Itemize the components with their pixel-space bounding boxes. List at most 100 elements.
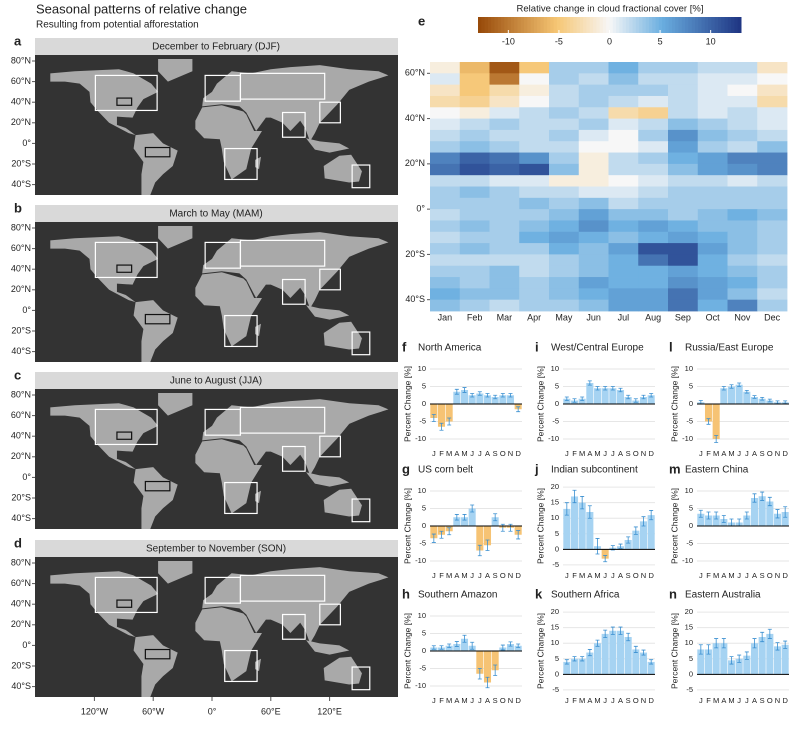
- region-box: [351, 164, 371, 189]
- bar: [743, 515, 751, 526]
- error-bar: [706, 511, 711, 520]
- heatmap-cell: [519, 243, 550, 255]
- colorbar-cell: [694, 17, 699, 33]
- colorbar-cell: [629, 17, 634, 33]
- colorbar-cell: [487, 17, 492, 33]
- heatmap-cell: [519, 84, 550, 97]
- lat-label: 40°N: [11, 264, 31, 274]
- heatmap-cell: [459, 277, 490, 289]
- heatmap-cell: [668, 84, 699, 97]
- bar: [712, 404, 720, 439]
- colorbar-cell: [734, 17, 739, 33]
- heatmap-cell: [727, 254, 758, 267]
- colorbar-cell: [606, 17, 610, 33]
- heatmap-cell: [757, 118, 788, 131]
- colorbar-cell: [668, 17, 673, 33]
- heatmap-cell: [697, 129, 728, 142]
- y-tick-label: 20°S: [405, 249, 425, 259]
- bar: [647, 395, 655, 404]
- error-bar: [767, 398, 772, 403]
- heatmap-cell: [578, 152, 609, 165]
- colorbar-cell: [533, 17, 538, 33]
- heatmap-cell: [549, 73, 580, 86]
- x-tick-label: D: [648, 696, 654, 705]
- heatmap-cell: [578, 265, 609, 278]
- heatmap-cell: [668, 118, 699, 131]
- region-box: [144, 648, 171, 660]
- x-tick-label: J: [470, 449, 474, 458]
- bar: [570, 658, 579, 675]
- heatmap-cell: [489, 231, 520, 244]
- x-tick-label: Dec: [764, 312, 781, 322]
- colorbar-cell: [724, 17, 729, 33]
- error-bar: [477, 668, 482, 680]
- y-tick-label: 10: [418, 611, 426, 620]
- colorbar-cell: [481, 17, 486, 33]
- heatmap-cell: [638, 243, 669, 255]
- error-bar: [610, 626, 615, 635]
- error-bar: [698, 509, 703, 518]
- region-box: [239, 72, 326, 100]
- heatmap-cell: [608, 288, 639, 301]
- colorbar-cell: [731, 17, 735, 33]
- heatmap-cell: [697, 265, 728, 278]
- bar: [727, 386, 736, 404]
- lon-label: 60°W: [142, 706, 165, 716]
- heatmap-cell: [668, 141, 699, 153]
- x-tick-label: O: [767, 449, 773, 458]
- bar: [750, 397, 759, 404]
- heatmap-cell: [489, 220, 520, 233]
- x-tick-label: M: [579, 571, 585, 580]
- region-box: [224, 649, 258, 683]
- heatmap-cell: [459, 254, 490, 267]
- bar: [712, 643, 720, 675]
- region-box: [351, 666, 371, 691]
- heatmap-cell: [430, 73, 461, 86]
- heatmap-cell: [578, 277, 609, 289]
- heatmap-cell: [757, 220, 788, 233]
- x-tick-label: D: [782, 571, 788, 580]
- panel-title: North America: [418, 343, 482, 354]
- lat-label: 0°: [22, 305, 31, 315]
- error-bar: [454, 514, 459, 521]
- y-tick-label: -10: [548, 434, 559, 443]
- x-tick-label: F: [706, 571, 711, 580]
- error-bar: [760, 396, 765, 401]
- heatmap-cell: [489, 141, 520, 153]
- heatmap-cell: [638, 254, 669, 267]
- heatmap-cell: [430, 175, 461, 187]
- bar: [563, 661, 571, 675]
- error-bar: [706, 418, 711, 425]
- panel-letter: d: [14, 535, 22, 550]
- heatmap-cell: [638, 299, 669, 312]
- y-axis-title: Percent Change [%]: [402, 613, 412, 689]
- x-tick-label: D: [515, 696, 521, 705]
- panel-title: Southern Amazon: [418, 590, 498, 601]
- heatmap-cell: [697, 209, 728, 221]
- error-bar: [485, 676, 490, 689]
- error-bar: [462, 387, 467, 393]
- colorbar-cell: [504, 17, 509, 33]
- y-axis-title: Percent Change [%]: [535, 366, 545, 442]
- heatmap-cell: [430, 129, 461, 142]
- region-box: [94, 576, 158, 614]
- error-bar: [564, 396, 569, 401]
- heatmap-cell: [608, 107, 639, 119]
- error-bar: [752, 395, 757, 399]
- error-bar: [493, 513, 498, 522]
- heatmap-cell: [608, 277, 639, 289]
- heatmap-cell: [430, 186, 461, 199]
- x-tick-label: J: [611, 449, 615, 458]
- colorbar-title: Relative change in cloud fractional cove…: [517, 4, 704, 15]
- x-tick-label: J: [470, 571, 474, 580]
- bar: [712, 515, 720, 526]
- x-tick-label: M: [728, 449, 734, 458]
- heatmap-cell: [757, 95, 788, 108]
- bar: [593, 388, 602, 404]
- heatmap-cell: [668, 95, 699, 108]
- heatmap-cell: [459, 288, 490, 301]
- heatmap-cell: [638, 163, 669, 176]
- error-bar: [454, 641, 459, 647]
- heatmap-cell: [638, 73, 669, 86]
